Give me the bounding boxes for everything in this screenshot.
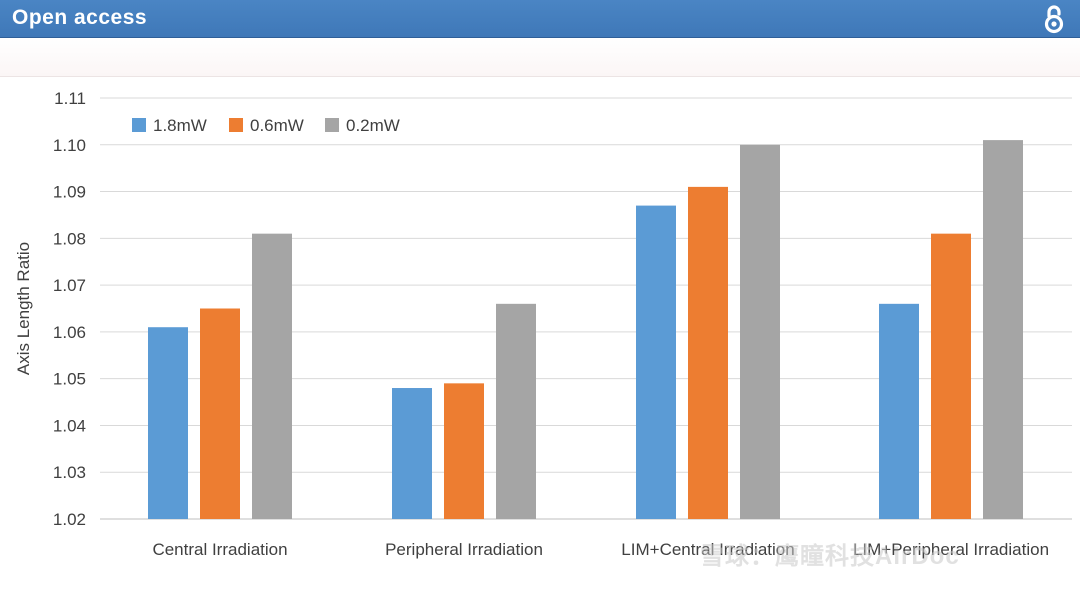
y-tick-label: 1.11 <box>54 89 86 108</box>
y-tick-label: 1.03 <box>53 463 86 482</box>
bar-1-8mw <box>392 388 432 519</box>
header-bar: Open access <box>0 0 1080 38</box>
header-sub-band <box>0 38 1080 77</box>
open-access-lock-icon <box>1044 5 1064 34</box>
legend-label: 1.8mW <box>153 116 207 135</box>
chart-area: 1.02 1.03 1.04 1.05 1.06 1.07 1.08 1.09 1.10 1.11… <box>0 77 1080 587</box>
x-category-label: LIM+Central Irradiation <box>621 540 794 559</box>
bar-0-6mw <box>688 186 728 519</box>
bar-0-2mw <box>983 140 1023 519</box>
bar-0-6mw <box>200 308 240 519</box>
legend-swatch <box>325 118 339 132</box>
bar-0-6mw <box>931 233 971 519</box>
y-tick-label: 1.05 <box>53 370 86 389</box>
y-tick-label: 1.04 <box>53 416 86 435</box>
bar-0-2mw <box>496 303 536 519</box>
x-category-label: Central Irradiation <box>152 540 287 559</box>
y-axis-label: Axis Length Ratio <box>14 242 33 375</box>
watermark-text: 雪球：鹰瞳科技AirDoc <box>700 543 960 570</box>
bar-1-8mw <box>636 205 676 520</box>
y-tick-label: 1.09 <box>53 183 86 202</box>
bar-chart: 1.02 1.03 1.04 1.05 1.06 1.07 1.08 1.09 1.10 1.11… <box>14 89 1072 559</box>
y-tick-label: 1.10 <box>53 136 86 155</box>
bar-1-8mw <box>879 303 919 519</box>
y-tick-label: 1.06 <box>53 323 86 342</box>
y-tick-label: 1.08 <box>53 229 86 248</box>
y-tick-label: 1.07 <box>53 276 86 295</box>
x-category-label: Peripheral Irradiation <box>385 540 543 559</box>
x-category-label: LIM+Peripheral Irradiation <box>853 540 1049 559</box>
y-tick-label: 1.02 <box>53 510 86 529</box>
legend-label: 0.6mW <box>250 116 304 135</box>
legend-swatch <box>132 118 146 132</box>
bar-0-2mw <box>252 233 292 519</box>
header-title: Open access <box>12 6 148 29</box>
legend-swatch <box>229 118 243 132</box>
bar-1-8mw <box>148 327 188 519</box>
bar-0-2mw <box>740 144 780 519</box>
legend-label: 0.2mW <box>346 116 400 135</box>
bar-0-6mw <box>444 383 484 519</box>
